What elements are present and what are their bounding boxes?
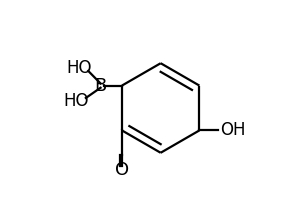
Text: HO: HO — [66, 59, 92, 77]
Text: OH: OH — [220, 121, 245, 139]
Text: O: O — [115, 161, 129, 179]
Text: HO: HO — [64, 92, 89, 110]
Text: B: B — [94, 77, 107, 95]
